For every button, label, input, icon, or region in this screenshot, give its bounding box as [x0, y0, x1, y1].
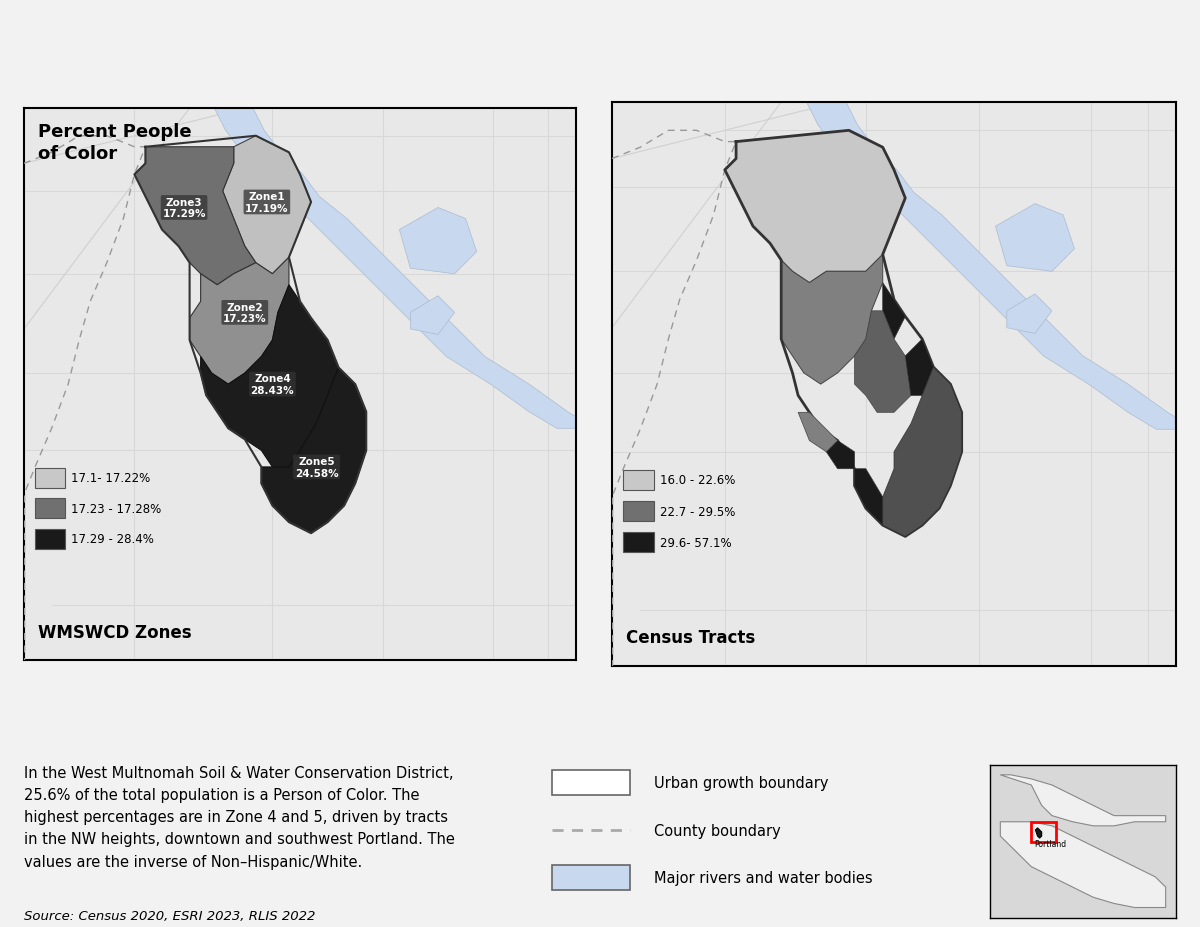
Text: 17.1- 17.22%: 17.1- 17.22% [71, 472, 150, 485]
Text: WMSWCD Zones: WMSWCD Zones [38, 623, 192, 641]
Polygon shape [134, 147, 256, 286]
Polygon shape [190, 258, 289, 385]
Text: Zone1
17.19%: Zone1 17.19% [245, 192, 289, 213]
Text: Percent People
of Color: Percent People of Color [38, 122, 192, 163]
Polygon shape [215, 109, 595, 429]
Text: Zone5
24.58%: Zone5 24.58% [295, 457, 338, 478]
Text: 17.29 - 28.4%: 17.29 - 28.4% [71, 533, 154, 546]
Text: Zone2
17.23%: Zone2 17.23% [223, 302, 266, 324]
Text: Zone3
17.29%: Zone3 17.29% [162, 197, 206, 219]
FancyBboxPatch shape [623, 502, 654, 522]
Polygon shape [725, 132, 905, 284]
Text: 29.6- 57.1%: 29.6- 57.1% [660, 536, 732, 549]
FancyBboxPatch shape [623, 532, 654, 552]
Polygon shape [883, 368, 961, 537]
Text: Portland: Portland [1034, 839, 1067, 848]
Polygon shape [827, 441, 854, 469]
Text: Urban growth boundary: Urban growth boundary [654, 775, 828, 790]
Polygon shape [223, 136, 311, 274]
Polygon shape [996, 205, 1074, 272]
Polygon shape [200, 286, 338, 467]
Text: 22.7 - 29.5%: 22.7 - 29.5% [660, 505, 736, 518]
Polygon shape [24, 109, 576, 660]
Polygon shape [410, 297, 455, 335]
Text: Zone4
28.43%: Zone4 28.43% [251, 374, 294, 396]
Polygon shape [1001, 775, 1165, 826]
Polygon shape [854, 469, 883, 526]
Polygon shape [612, 103, 1176, 667]
Polygon shape [905, 339, 934, 396]
Text: Source: Census 2020, ESRI 2023, RLIS 2022: Source: Census 2020, ESRI 2023, RLIS 202… [24, 909, 316, 922]
FancyBboxPatch shape [552, 866, 630, 890]
FancyBboxPatch shape [35, 499, 66, 519]
FancyBboxPatch shape [35, 529, 66, 549]
Text: Major rivers and water bodies: Major rivers and water bodies [654, 870, 872, 885]
Text: Census Tracts: Census Tracts [626, 629, 755, 647]
Text: In the West Multnomah Soil & Water Conservation District,
25.6% of the total pop: In the West Multnomah Soil & Water Conse… [24, 765, 455, 869]
FancyBboxPatch shape [552, 770, 630, 794]
Polygon shape [854, 311, 923, 413]
Polygon shape [806, 103, 1195, 430]
Polygon shape [1036, 828, 1042, 838]
Polygon shape [262, 368, 366, 534]
FancyBboxPatch shape [623, 470, 654, 490]
Polygon shape [1007, 295, 1052, 334]
Text: County boundary: County boundary [654, 822, 781, 838]
Polygon shape [883, 284, 905, 339]
Polygon shape [798, 413, 838, 452]
Text: 17.23 - 17.28%: 17.23 - 17.28% [71, 502, 161, 515]
FancyBboxPatch shape [35, 468, 66, 489]
Polygon shape [400, 209, 476, 274]
Text: 16.0 - 22.6%: 16.0 - 22.6% [660, 474, 736, 487]
Polygon shape [781, 255, 883, 385]
Polygon shape [1001, 822, 1165, 908]
